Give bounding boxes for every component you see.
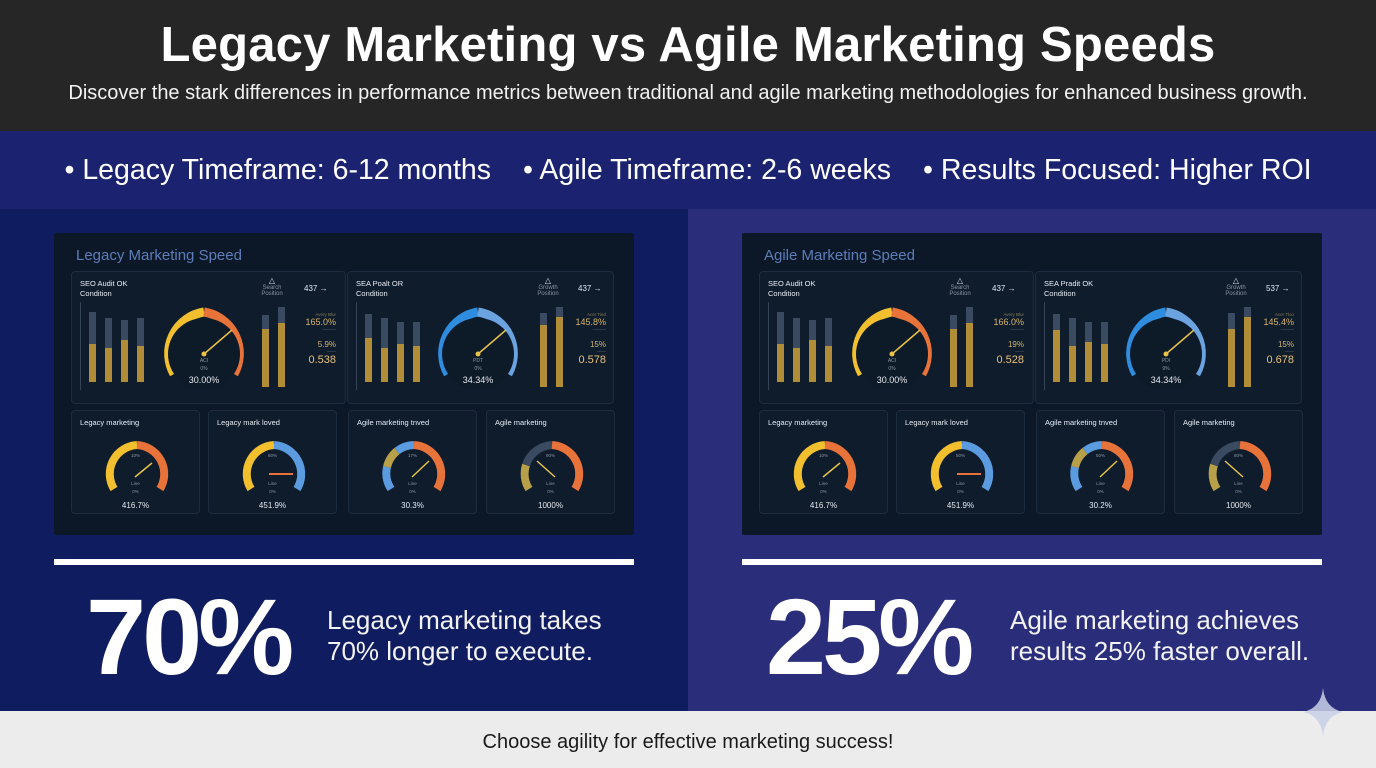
dashboard-title: Agile Marketing Speed bbox=[764, 247, 915, 264]
gauge-value: 451.9% bbox=[258, 501, 287, 510]
highlight-results-focused: • Results Focused: Higher ROI bbox=[923, 153, 1312, 186]
growth-position-label: △ Growth Position bbox=[1221, 276, 1251, 297]
side-stats: Acer Tloo 145.4% ——— 15% —— 0.678 bbox=[1263, 312, 1294, 366]
small-gauge-card: Legacy mark loved 60% Line 0% 451.9% bbox=[208, 410, 337, 514]
big-stat-agile: 25% bbox=[766, 576, 974, 697]
side-stats: Avery Blur 166.0% ——— 19% —— 0.528 bbox=[993, 312, 1024, 366]
dashboard-card-seo: SEO Audit OK Condition ACI 0% 30.00% △ Se… bbox=[759, 271, 1034, 404]
arrow-value: 437 → bbox=[578, 284, 602, 293]
gauge-value: 1000% bbox=[1226, 501, 1251, 510]
header: Legacy Marketing vs Agile Marketing Spee… bbox=[0, 0, 1376, 131]
highlight-legacy-timeframe: • Legacy Timeframe: 6-12 months bbox=[64, 153, 492, 186]
card-title: SEO Audit OK Condition bbox=[768, 279, 816, 298]
arrow-value: 437 → bbox=[992, 284, 1016, 293]
sparkle-icon bbox=[1303, 688, 1343, 736]
gauge-value: 416.7% bbox=[121, 501, 150, 510]
warning-triangle-icon: △ bbox=[544, 276, 552, 285]
arrow-right-icon: → bbox=[1007, 284, 1016, 293]
small-gauge-card: Agile marketing tnved 17% Line 0% 30.3% bbox=[348, 410, 477, 514]
gauge-value: 416.7% bbox=[809, 501, 838, 510]
footer-tagline: Choose agility for effective marketing s… bbox=[482, 731, 894, 753]
stat-description-legacy: Legacy marketing takes 70% longer to exe… bbox=[327, 605, 602, 666]
speed-gauge bbox=[852, 307, 932, 386]
gauge-value: 30.00% bbox=[876, 375, 908, 385]
agile-panel: Agile Marketing Speed SEO Audit OK Condit… bbox=[688, 209, 1376, 711]
gauge-value: 451.9% bbox=[946, 501, 975, 510]
speed-gauge bbox=[1126, 307, 1206, 386]
agile-dashboard-image: Agile Marketing Speed SEO Audit OK Condit… bbox=[742, 233, 1322, 535]
card-title: SEA Poalt OR Condition bbox=[356, 279, 404, 298]
small-gauge-card: Agile marketing 80% Line 0% 1000% bbox=[1174, 410, 1303, 514]
highlights-band: • Legacy Timeframe: 6-12 months • Agile … bbox=[0, 131, 1376, 209]
speed-gauge bbox=[438, 307, 518, 386]
arrow-right-icon: → bbox=[593, 284, 602, 293]
growth-position-label: △ Growth Position bbox=[533, 276, 563, 297]
search-position-label: △ Search Position bbox=[945, 276, 975, 297]
warning-triangle-icon: △ bbox=[956, 276, 964, 285]
gauge-value: 1000% bbox=[538, 501, 563, 510]
bar-chart bbox=[80, 302, 160, 390]
gauge-value: 34.34% bbox=[1150, 375, 1182, 385]
warning-triangle-icon: △ bbox=[268, 276, 276, 285]
small-gauge-card: Legacy marketing 10% Line 0% 416.7% bbox=[71, 410, 200, 514]
bar-chart bbox=[356, 302, 436, 390]
card-title: SEO Audit OK Condition bbox=[80, 279, 128, 298]
arrow-value: 537 → bbox=[1266, 284, 1290, 293]
arrow-right-icon: → bbox=[319, 284, 328, 293]
divider-line bbox=[54, 559, 634, 565]
page-subtitle: Discover the stark differences in perfor… bbox=[68, 82, 1308, 104]
arrow-value: 437 → bbox=[304, 284, 328, 293]
small-gauge-card: Legacy marketing 10% Line 0% 416.7% bbox=[759, 410, 888, 514]
legacy-panel: Legacy Marketing Speed SEO Audit OK Condi… bbox=[0, 209, 688, 711]
gauge-value: 30.00% bbox=[188, 375, 220, 385]
arrow-right-icon: → bbox=[1281, 284, 1290, 293]
warning-triangle-icon: △ bbox=[1232, 276, 1240, 285]
gauge-value: 30.3% bbox=[401, 501, 424, 510]
dashboard-card-seo: SEO Audit OK Condition ACI 0% 30.00% △ Se… bbox=[71, 271, 346, 404]
bar-chart bbox=[1044, 302, 1124, 390]
gauge-value: 34.34% bbox=[462, 375, 494, 385]
gauge-value: 30.2% bbox=[1089, 501, 1112, 510]
divider-line bbox=[742, 559, 1322, 565]
legacy-dashboard-image: Legacy Marketing Speed SEO Audit OK Condi… bbox=[54, 233, 634, 535]
small-gauge-card: Agile marketing 90% Line 0% 1000% bbox=[486, 410, 615, 514]
page-title: Legacy Marketing vs Agile Marketing Spee… bbox=[160, 18, 1216, 72]
side-stats: Avery Blur 165.0% ——— 5.9% —— 0.538 bbox=[305, 312, 336, 366]
big-stat-legacy: 70% bbox=[86, 576, 294, 697]
side-stats: Acer Tied 145.8% ——— 15% —— 0.578 bbox=[575, 312, 606, 366]
stat-description-agile: Agile marketing achieves results 25% fas… bbox=[1010, 605, 1310, 666]
small-gauge-card: Agile marketing tnved 50% Line 0% 30.2% bbox=[1036, 410, 1165, 514]
dashboard-card-sea: SEA Pradit OK Condition PDI 9% 34.34% △ G… bbox=[1035, 271, 1302, 404]
search-position-label: △ Search Position bbox=[257, 276, 287, 297]
highlight-agile-timeframe: • Agile Timeframe: 2-6 weeks bbox=[523, 153, 891, 186]
speed-gauge bbox=[164, 307, 244, 386]
card-title: SEA Pradit OK Condition bbox=[1044, 279, 1094, 298]
small-gauge-card: Legacy mark loved 50% Line 0% 451.9% bbox=[896, 410, 1025, 514]
dashboard-card-sea: SEA Poalt OR Condition PDT 0% 34.34% △ Gr… bbox=[347, 271, 614, 404]
footer: Choose agility for effective marketing s… bbox=[0, 711, 1376, 768]
bar-chart bbox=[768, 302, 848, 390]
dashboard-title: Legacy Marketing Speed bbox=[76, 247, 242, 264]
